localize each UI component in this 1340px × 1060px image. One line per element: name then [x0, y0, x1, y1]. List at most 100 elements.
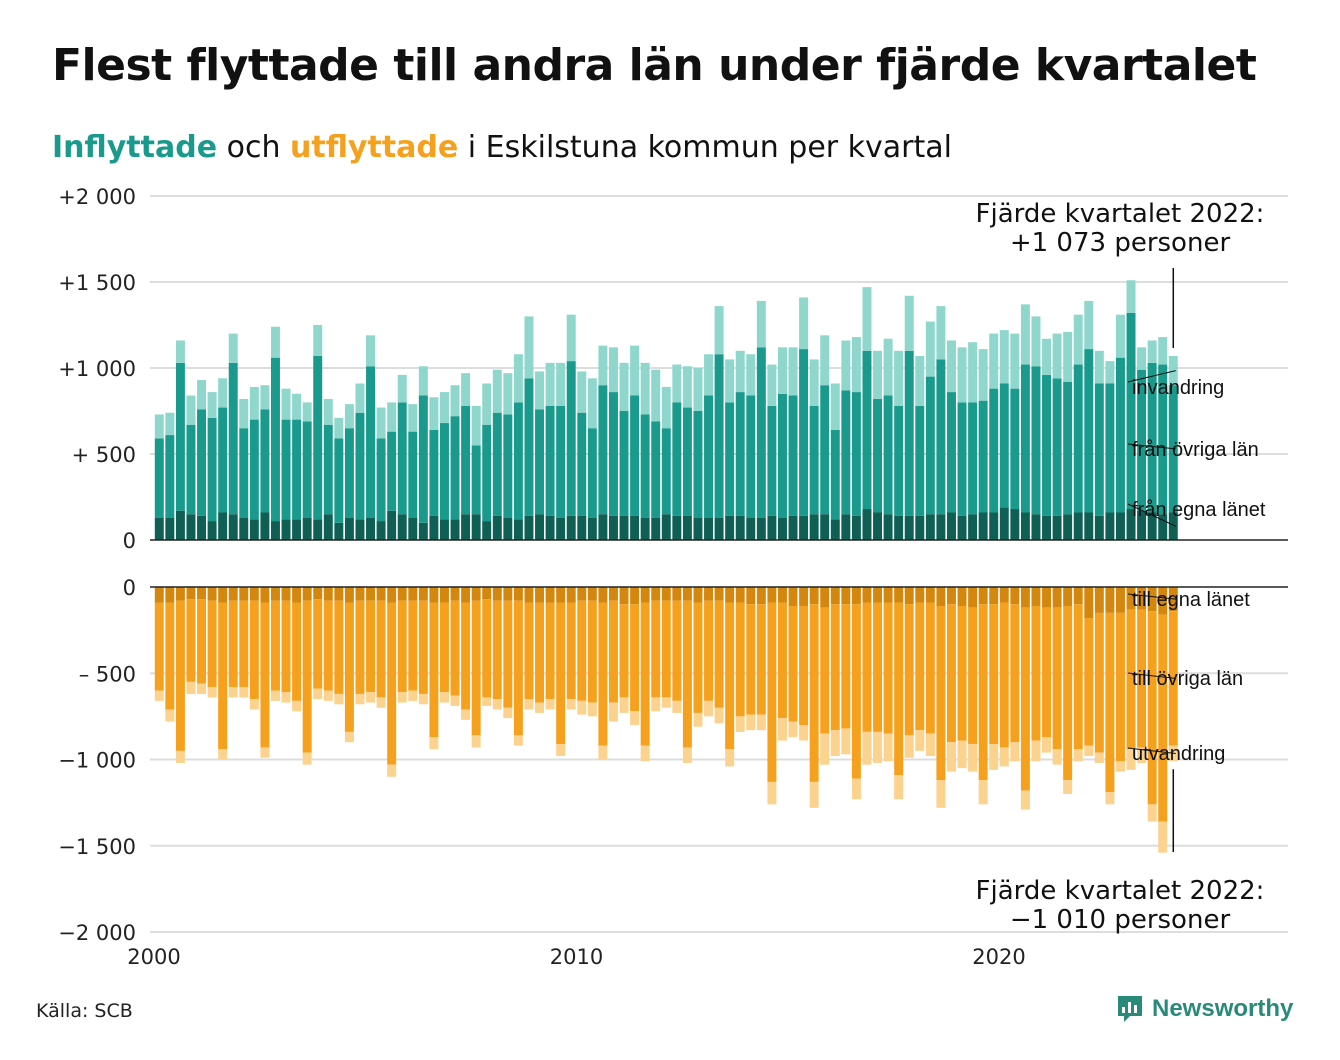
inflow-bar-från-övriga-län — [756, 347, 766, 518]
inflow-bar-från-övriga-län — [366, 366, 376, 518]
inflow-bar-från-egna-länet — [809, 514, 819, 540]
inflow-bar-från-egna-länet — [704, 517, 714, 540]
outflow-bar-till-egna-länet — [999, 587, 1009, 603]
inflow-bar-från-egna-länet — [270, 521, 280, 540]
outflow-bar-utvandring — [830, 730, 840, 757]
inflow-bar-från-övriga-län — [228, 362, 238, 515]
outflow-bar-utvandring — [1052, 749, 1062, 765]
outflow-bar-till-egna-länet — [344, 587, 354, 603]
outflow-bar-till-egna-länet — [714, 587, 724, 601]
inflow-bar-från-egna-länet — [946, 512, 956, 540]
chart-subtitle: Inflyttade och utflyttade i Eskilstuna k… — [52, 130, 952, 165]
inflow-bar-invandring — [904, 295, 914, 351]
outflow-bar-utvandring — [777, 718, 787, 741]
inflow-bar-invandring — [1126, 280, 1136, 313]
outflow-bar-till-övriga-län — [1052, 607, 1062, 750]
outflow-bar-till-egna-länet — [661, 587, 671, 601]
outflow-bar-till-egna-länet — [1137, 587, 1147, 610]
outflow-bar-till-egna-länet — [249, 587, 259, 601]
inflow-bar-från-egna-länet — [1147, 512, 1157, 540]
annotation-in-line2: +1 073 personer — [1010, 228, 1231, 258]
inflow-bar-från-övriga-län — [1042, 374, 1052, 516]
outflow-bar-till-egna-länet — [1084, 587, 1094, 619]
inflow-bar-invandring — [461, 373, 471, 406]
outflow-bar-till-övriga-län — [197, 599, 207, 684]
outflow-bar-till-övriga-län — [1147, 611, 1157, 805]
inflow-bar-från-egna-länet — [281, 519, 291, 540]
outflow-bar-till-egna-länet — [1052, 587, 1062, 608]
inflow-bar-invandring — [873, 350, 883, 399]
inflow-bar-från-övriga-län — [682, 407, 692, 516]
component-label-in: från övriga län — [1132, 439, 1259, 461]
outflow-bar-till-övriga-län — [1094, 612, 1104, 753]
outflow-bar-utvandring — [946, 742, 956, 772]
outflow-bar-till-övriga-län — [682, 600, 692, 748]
inflow-bar-invandring — [820, 335, 830, 386]
outflow-bar-utvandring — [302, 752, 312, 765]
outflow-bar-till-egna-länet — [746, 587, 756, 605]
inflow-bar-från-egna-länet — [756, 517, 766, 540]
inflow-bar-invandring — [524, 316, 534, 379]
newsworthy-logo[interactable]: Newsworthy — [1116, 994, 1293, 1024]
inflow-bar-från-övriga-län — [587, 428, 597, 518]
inflow-bar-från-egna-länet — [1052, 515, 1062, 540]
outflow-bar-till-övriga-län — [598, 602, 608, 746]
inflow-bar-från-egna-länet — [1063, 514, 1073, 540]
outflow-bar-till-övriga-län — [292, 602, 302, 701]
inflow-bar-invandring — [408, 404, 418, 432]
outflow-bar-till-övriga-län — [1084, 618, 1094, 746]
inflow-bar-invandring — [292, 393, 302, 420]
outflow-bar-till-egna-länet — [587, 587, 597, 601]
inflow-bar-invandring — [1084, 300, 1094, 350]
outflow-bar-till-egna-länet — [524, 587, 534, 603]
inflow-bar-invandring — [207, 392, 217, 418]
outflow-bar-till-övriga-län — [640, 602, 650, 746]
outflow-bar-utvandring — [239, 687, 249, 698]
outflow-bar-till-egna-länet — [1042, 587, 1052, 608]
outflow-bar-till-övriga-län — [968, 607, 978, 744]
leader-line — [1127, 747, 1176, 754]
outflow-bar-till-egna-länet — [566, 587, 576, 603]
outflow-bar-utvandring — [397, 692, 407, 703]
annotation-out-line1: Fjärde kvartalet 2022: — [976, 876, 1265, 906]
outflow-bar-till-egna-länet — [672, 587, 682, 601]
inflow-bar-från-övriga-län — [313, 355, 323, 520]
outflow-bar-till-övriga-län — [725, 602, 735, 750]
leader-line — [1127, 503, 1176, 527]
inflow-bar-invandring — [545, 362, 555, 406]
inflow-bar-från-övriga-län — [1094, 383, 1104, 516]
inflow-bar-från-övriga-län — [915, 405, 925, 516]
inflow-bar-invandring — [429, 397, 439, 430]
inflow-bar-från-egna-länet — [545, 515, 555, 540]
outflow-bar-utvandring — [186, 681, 196, 694]
outflow-bar-utvandring — [566, 699, 576, 710]
outflow-bar-till-övriga-län — [608, 600, 618, 703]
outflow-bar-till-övriga-län — [408, 600, 418, 691]
inflow-bar-från-egna-länet — [344, 517, 354, 540]
inflow-bar-invandring — [556, 362, 566, 406]
outflow-bar-utvandring — [281, 692, 291, 703]
inflow-bar-från-egna-länet — [1137, 510, 1147, 540]
inflow-bar-från-egna-länet — [218, 512, 228, 540]
outflow-bar-utvandring — [587, 702, 597, 717]
inflow-bar-från-egna-länet — [165, 517, 175, 540]
outflow-bar-till-övriga-län — [777, 602, 787, 719]
outflow-bar-utvandring — [894, 775, 904, 800]
outflow-bar-utvandring — [767, 781, 777, 805]
inflow-bar-från-egna-länet — [1115, 512, 1125, 540]
outflow-bar-till-övriga-län — [387, 602, 397, 765]
inflow-bar-från-övriga-län — [556, 405, 566, 518]
annotation-out-line2: −1 010 personer — [1010, 905, 1231, 935]
outflow-bar-till-övriga-län — [936, 605, 946, 781]
outflow-bar-till-egna-länet — [883, 587, 893, 603]
outflow-bar-till-egna-länet — [535, 587, 545, 603]
inflow-bar-från-övriga-län — [197, 409, 207, 516]
outflow-bar-till-egna-länet — [1010, 587, 1020, 605]
xtick-label: 2020 — [972, 945, 1025, 969]
inflow-bar-invandring — [883, 338, 893, 396]
inflow-bar-från-övriga-län — [661, 428, 671, 515]
outflow-bar-till-egna-länet — [492, 587, 502, 601]
outflow-bar-till-övriga-län — [1063, 605, 1073, 781]
outflow-bar-utvandring — [1010, 742, 1020, 762]
outflow-bar-till-egna-länet — [989, 587, 999, 605]
